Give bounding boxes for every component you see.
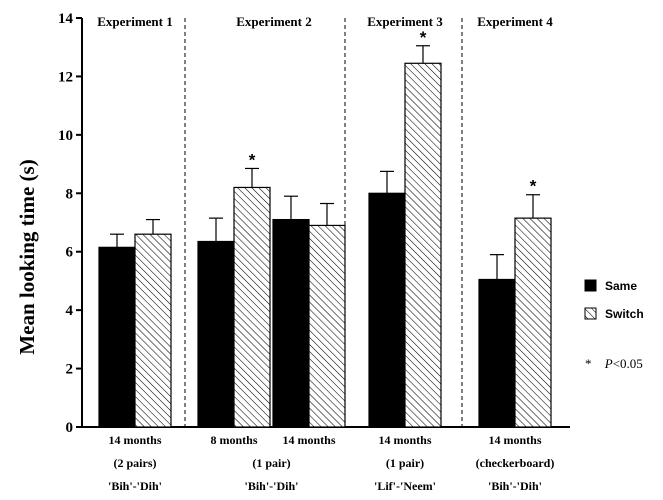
significance-star: * bbox=[420, 28, 427, 47]
panel-title: Experiment 1 bbox=[97, 14, 172, 29]
y-tick-label: 2 bbox=[66, 362, 74, 378]
x-label-line: 'Bih'-'Dih' bbox=[108, 479, 162, 493]
x-label-line: 14 months bbox=[108, 433, 161, 447]
bar-same bbox=[197, 240, 235, 428]
x-label-line: 14 months bbox=[488, 433, 541, 447]
x-label-line: 'Bih'-'Dih' bbox=[488, 479, 542, 493]
panel-title: Experiment 3 bbox=[367, 14, 443, 29]
legend: Same Switch bbox=[584, 279, 644, 321]
x-label-line: 'Lif'-'Neem' bbox=[374, 479, 436, 493]
y-tick-label: 12 bbox=[58, 69, 73, 85]
x-label-line: 'Bih'-'Dih' bbox=[244, 479, 298, 493]
x-label-line: 14 months bbox=[378, 433, 431, 447]
significance-note-rest: <0.05 bbox=[613, 356, 643, 371]
y-tick-label: 4 bbox=[66, 303, 74, 319]
significance-note: * P<0.05 bbox=[585, 356, 643, 371]
bar-same bbox=[272, 218, 310, 428]
x-label-line: (1 pair) bbox=[252, 456, 290, 470]
bar-switch bbox=[404, 62, 442, 428]
y-axis-label: Mean looking time (s) bbox=[15, 159, 39, 354]
y-tick-label: 14 bbox=[58, 11, 74, 27]
y-tick-label: 0 bbox=[66, 420, 74, 436]
significance-note-star: * bbox=[585, 356, 592, 371]
significance-note-p: P bbox=[604, 356, 613, 371]
y-tick-label: 6 bbox=[66, 245, 74, 261]
legend-label-switch: Switch bbox=[605, 307, 644, 321]
bar-same bbox=[478, 278, 516, 428]
legend-swatch-switch bbox=[584, 307, 597, 320]
bar-switch bbox=[233, 186, 271, 428]
significance-star: * bbox=[249, 150, 256, 169]
x-label-line: 8 months bbox=[210, 433, 257, 447]
y-tick-label: 8 bbox=[66, 186, 74, 202]
significance-star: * bbox=[530, 177, 537, 196]
panel-title: Experiment 2 bbox=[236, 14, 311, 29]
bar-same bbox=[98, 246, 136, 428]
bar-switch bbox=[308, 224, 346, 428]
panel-title: Experiment 4 bbox=[477, 14, 553, 29]
legend-swatch-same bbox=[584, 279, 597, 292]
x-label-line: (2 pairs) bbox=[114, 456, 157, 470]
x-label-line: (checkerboard) bbox=[476, 456, 555, 470]
x-label-line: 14 months bbox=[282, 433, 335, 447]
x-label-line: (1 pair) bbox=[386, 456, 424, 470]
y-tick-label: 10 bbox=[58, 128, 73, 144]
bar-switch bbox=[134, 233, 172, 428]
bar-same bbox=[368, 192, 406, 428]
legend-label-same: Same bbox=[605, 279, 637, 293]
bar-switch bbox=[514, 217, 552, 428]
